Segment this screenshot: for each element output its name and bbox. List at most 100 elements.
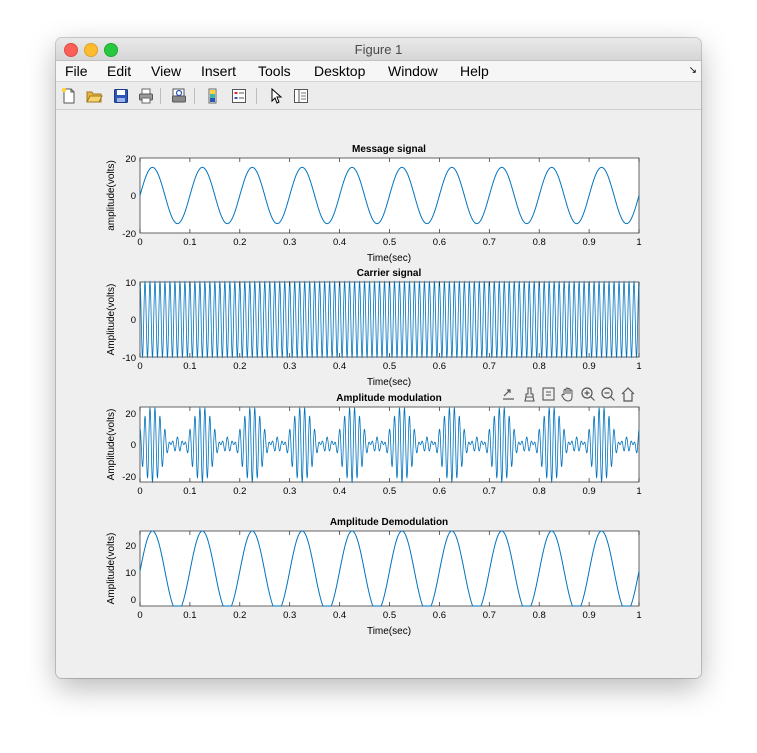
x-tick-label: 0.3 (283, 361, 296, 372)
x-tick-label: 0 (137, 610, 142, 621)
plots-svg: Message signal Time(sec) amplitude(volts… (106, 144, 642, 637)
new-figure-icon[interactable] (60, 87, 78, 105)
x-ticks: 0 0.1 0.2 0.3 0.4 0.5 0.6 0.7 0.8 0.9 1 (137, 282, 642, 372)
x-tick-label: 0 (137, 486, 142, 497)
axes-box (139, 406, 640, 483)
figure-window: Figure 1 File Edit View Insert Tools Des… (56, 38, 701, 678)
x-tick-label: 1 (636, 610, 641, 621)
subplot-carrier-signal[interactable]: Carrier signal Time(sec) Amplitude(volts… (106, 268, 642, 388)
axes-interaction-toolbar (503, 387, 635, 402)
menu-help[interactable]: Help (460, 63, 489, 79)
series-line (139, 166, 640, 225)
x-axis-label: Time(sec) (367, 626, 411, 637)
toolbar-separator (160, 88, 161, 104)
print-preview-icon[interactable] (170, 87, 188, 105)
x-tick-label: 0.3 (283, 486, 296, 497)
title-bar: Figure 1 (56, 38, 701, 61)
menu-desktop[interactable]: Desktop (314, 63, 366, 79)
x-tick-label: 0.8 (533, 486, 546, 497)
close-window-button[interactable] (64, 43, 78, 57)
series-line (139, 530, 640, 607)
x-tick-label: 0.9 (582, 361, 595, 372)
x-tick-label: 0.1 (183, 237, 196, 248)
axes-box (139, 530, 640, 607)
save-icon[interactable] (112, 87, 130, 105)
colorbar-icon[interactable] (204, 87, 222, 105)
x-tick-label: 0.7 (483, 610, 496, 621)
y-axis-label: Amplitude(volts) (106, 409, 117, 481)
x-ticks: 0 0.1 0.2 0.3 0.4 0.5 0.6 0.7 0.8 0.9 1 (137, 158, 642, 248)
y-tick-label: 0 (131, 315, 136, 326)
x-tick-label: 0.6 (433, 237, 446, 248)
maximize-window-button[interactable] (104, 43, 118, 57)
y-tick-label: 20 (125, 409, 136, 420)
x-tick-label: 0.9 (582, 610, 595, 621)
y-tick-label: 0 (131, 440, 136, 451)
x-tick-label: 0.2 (233, 237, 246, 248)
y-tick-label: -10 (122, 353, 136, 364)
x-tick-label: 0.1 (183, 486, 196, 497)
toolbar-separator (194, 88, 195, 104)
home-icon[interactable] (621, 387, 635, 402)
x-tick-label: 0 (137, 361, 142, 372)
menu-view[interactable]: View (151, 63, 182, 79)
menu-window[interactable]: Window (388, 63, 438, 79)
x-tick-label: 0.8 (533, 361, 546, 372)
x-axis-label: Time(sec) (367, 253, 411, 264)
chart-title: Carrier signal (357, 268, 422, 279)
x-tick-label: 0.8 (533, 610, 546, 621)
y-tick-label: 20 (125, 154, 136, 165)
y-axis-label: Amplitude(volts) (106, 284, 117, 356)
y-tick-label: 0 (131, 191, 136, 202)
x-tick-label: 0.7 (483, 486, 496, 497)
chart-title: Amplitude modulation (336, 393, 442, 404)
y-tick-label: 0 (131, 595, 136, 606)
legend-icon[interactable] (230, 87, 248, 105)
menu-edit[interactable]: Edit (107, 63, 132, 79)
x-tick-label: 0.9 (582, 486, 595, 497)
x-tick-label: 0.5 (383, 361, 396, 372)
x-tick-label: 0.3 (283, 610, 296, 621)
pan-icon[interactable] (561, 387, 573, 402)
figure-toolbar (56, 82, 701, 110)
chart-title: Amplitude Demodulation (330, 517, 448, 528)
open-file-icon[interactable] (85, 87, 103, 105)
x-tick-label: 0.7 (483, 361, 496, 372)
menu-dock-arrow-icon[interactable]: ↘ (688, 65, 697, 76)
toolbar-separator (256, 88, 257, 104)
series-line (139, 406, 640, 484)
menu-file[interactable]: File (65, 63, 88, 79)
export-icon[interactable] (503, 389, 514, 400)
x-ticks: 0 0.1 0.2 0.3 0.4 0.5 0.6 0.7 0.8 0.9 1 (137, 531, 642, 621)
subplot-amplitude-modulation[interactable]: Amplitude modulation Amplitude(volts) 20… (106, 393, 642, 497)
x-tick-label: 0.5 (383, 486, 396, 497)
pointer-icon[interactable] (267, 87, 285, 105)
print-icon[interactable] (137, 87, 155, 105)
data-tips-icon[interactable] (542, 387, 555, 401)
axes-box (139, 281, 640, 358)
x-tick-label: 0.2 (233, 486, 246, 497)
x-tick-label: 0.1 (183, 361, 196, 372)
y-axis-label: Amplitude(volts) (106, 533, 117, 605)
menu-insert[interactable]: Insert (201, 63, 237, 79)
x-tick-label: 1 (636, 361, 641, 372)
minimize-window-button[interactable] (84, 43, 98, 57)
x-tick-label: 0.4 (333, 486, 346, 497)
x-tick-label: 0.8 (533, 237, 546, 248)
property-inspector-icon[interactable] (292, 87, 310, 105)
y-tick-label: 10 (125, 278, 136, 289)
x-tick-label: 1 (636, 486, 641, 497)
x-tick-label: 0.1 (183, 610, 196, 621)
brush-icon[interactable] (524, 387, 535, 402)
subplot-amplitude-demodulation[interactable]: Amplitude Demodulation Time(sec) Amplitu… (106, 517, 642, 637)
zoom-out-icon[interactable] (601, 387, 615, 401)
x-axis-label: Time(sec) (367, 377, 411, 388)
zoom-in-icon[interactable] (581, 387, 595, 401)
menu-tools[interactable]: Tools (258, 63, 291, 79)
x-tick-label: 0.6 (433, 610, 446, 621)
subplot-message-signal[interactable]: Message signal Time(sec) amplitude(volts… (106, 144, 642, 264)
figure-canvas[interactable]: Message signal Time(sec) amplitude(volts… (56, 110, 701, 678)
x-tick-label: 0.4 (333, 361, 346, 372)
x-tick-label: 0 (137, 237, 142, 248)
window-title: Figure 1 (354, 42, 403, 57)
